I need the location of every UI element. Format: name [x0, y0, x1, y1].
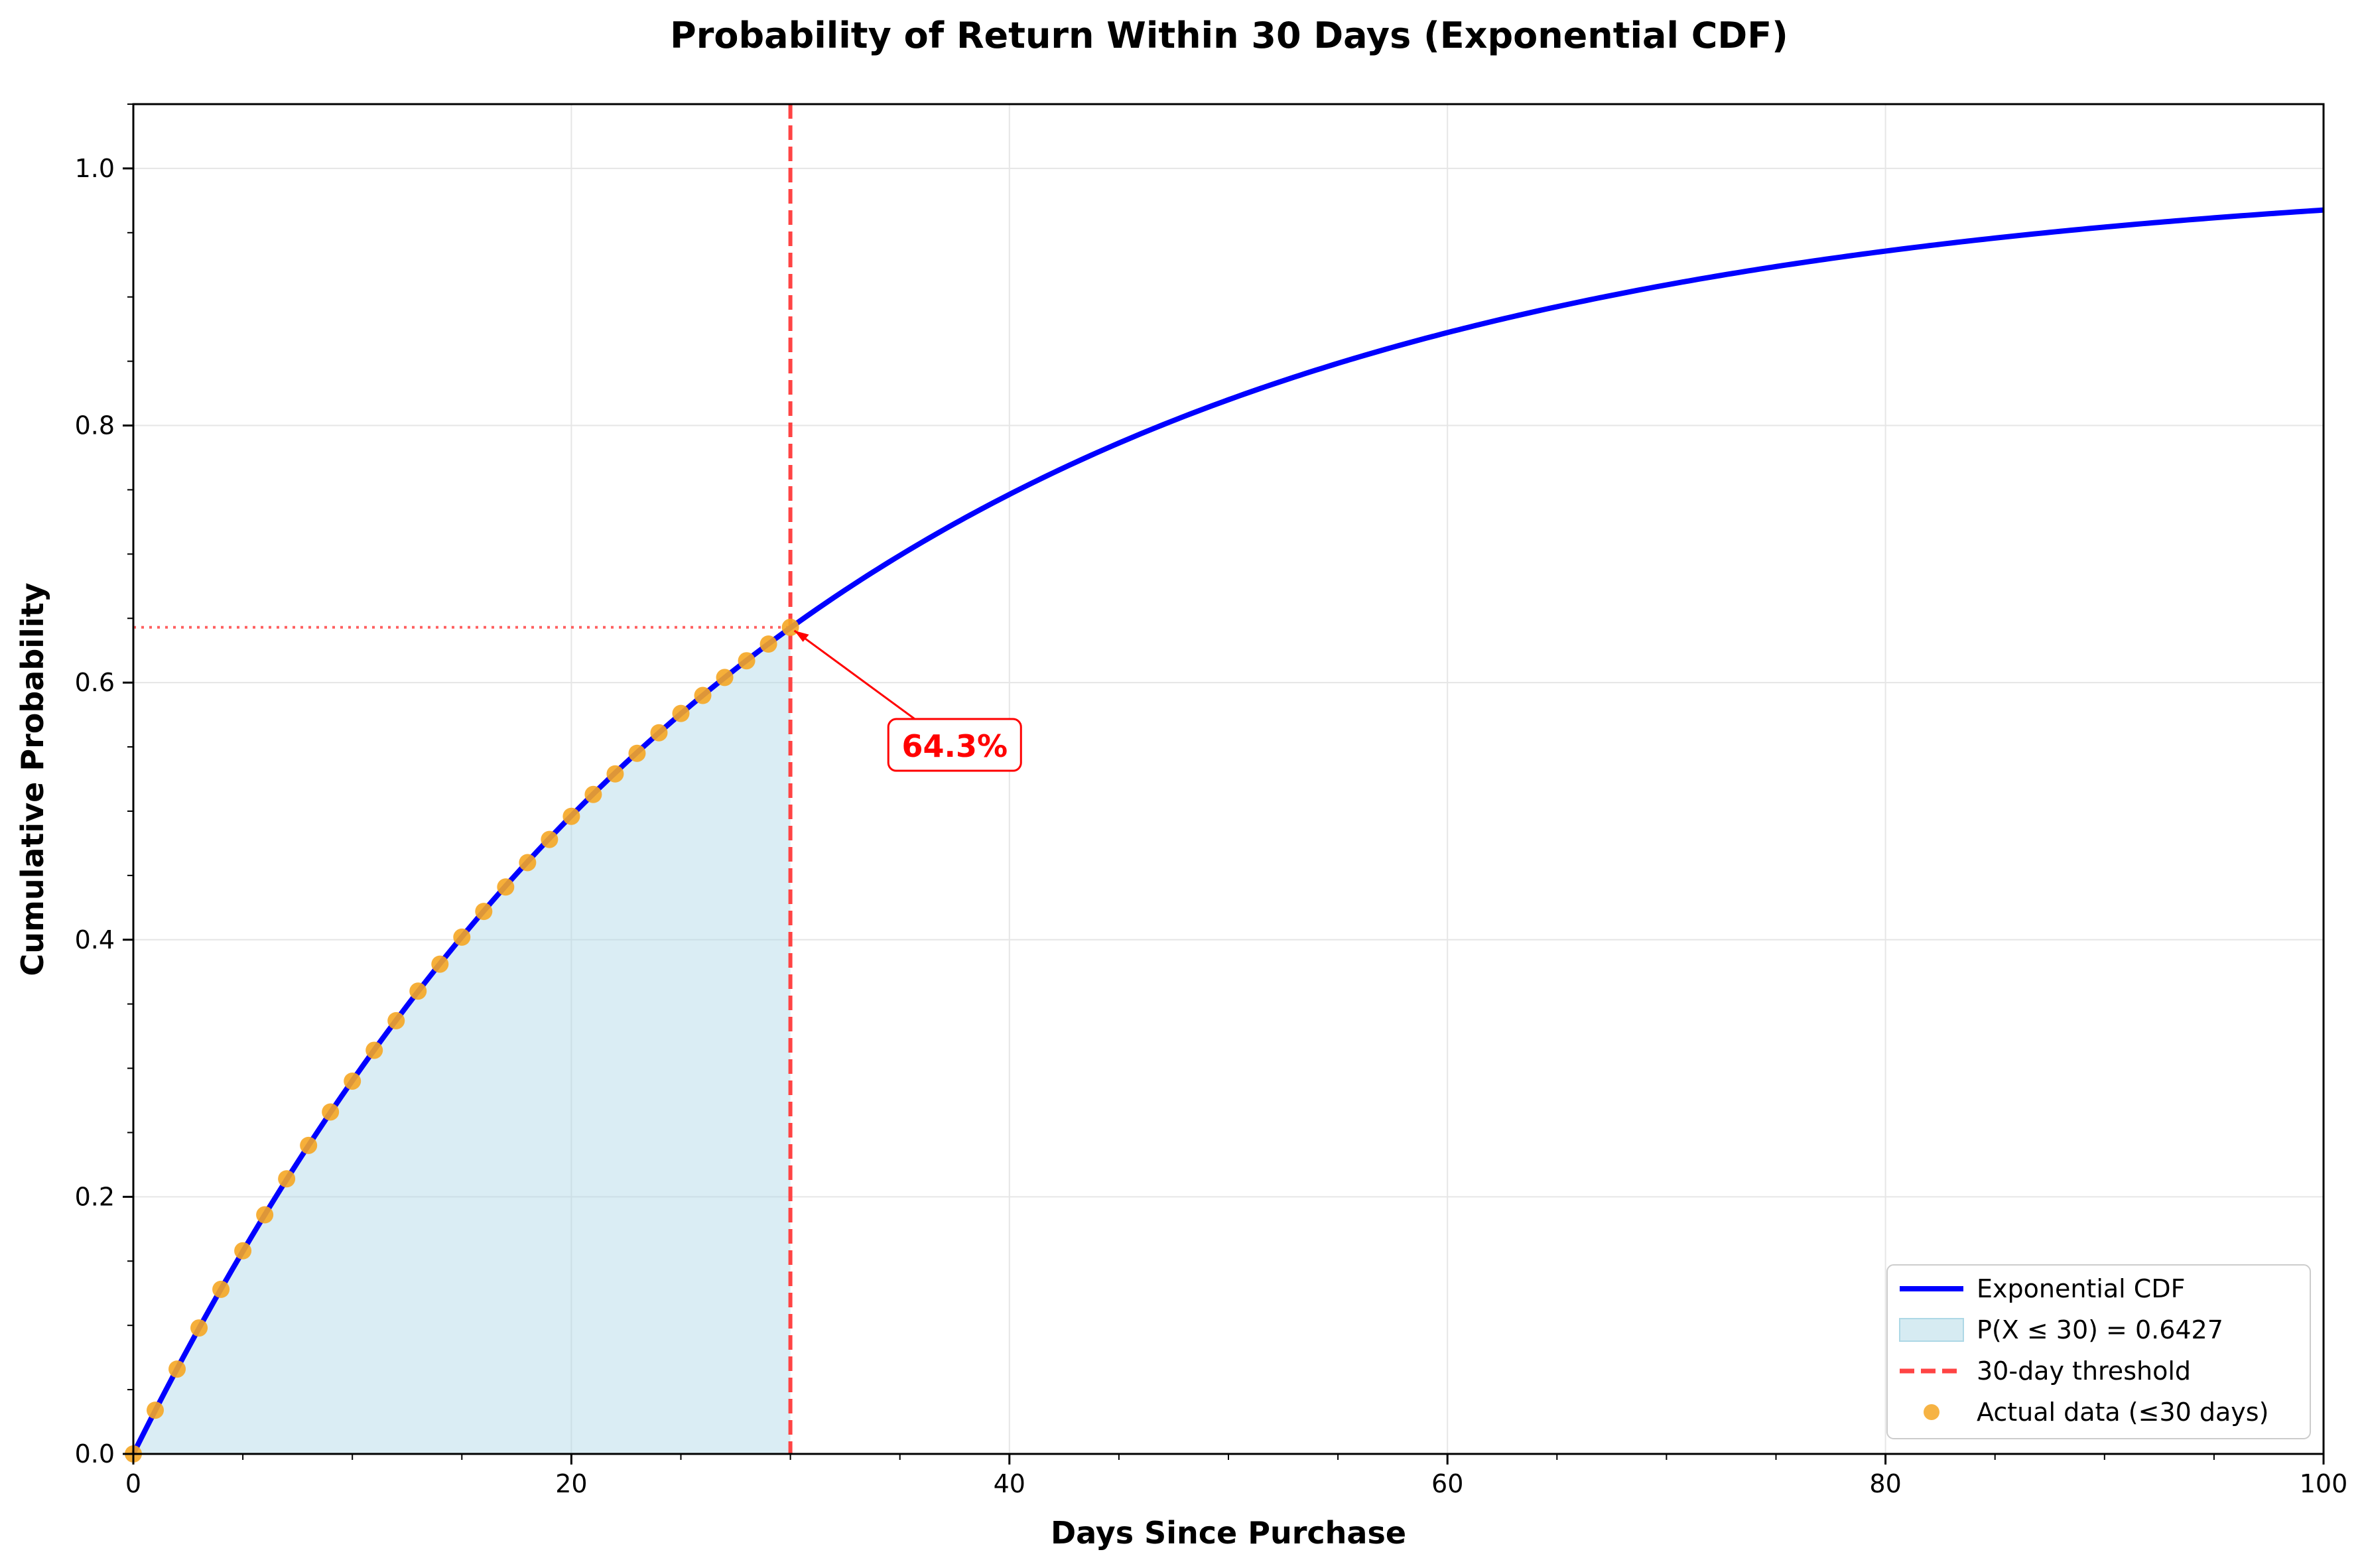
data-point: [344, 1072, 361, 1090]
data-point: [519, 854, 537, 872]
x-ticks: 0 20 40 60 80 100: [125, 1454, 2347, 1498]
cdf-line: [131, 207, 2324, 1455]
legend-label-threshold: 30-day threshold: [1977, 1356, 2191, 1386]
data-point: [475, 903, 493, 921]
data-point: [147, 1402, 164, 1419]
data-point: [409, 982, 427, 1000]
y-tick-label-0: 0.0: [75, 1439, 115, 1469]
annotation-label: 64.3%: [901, 728, 1008, 764]
data-point: [300, 1136, 318, 1154]
x-tick-label-3: 60: [1431, 1469, 1463, 1498]
y-tick-label-1: 0.2: [75, 1182, 115, 1211]
data-point: [562, 807, 580, 825]
area-layer: [133, 627, 791, 1454]
line-layer: [131, 207, 2324, 1455]
legend-label-cdf: Exponential CDF: [1977, 1274, 2185, 1303]
shaded-area: [133, 627, 791, 1454]
legend-swatch-area: [1899, 1318, 1964, 1342]
data-point: [322, 1103, 340, 1121]
data-point: [256, 1206, 274, 1224]
y-tick-label-3: 0.6: [75, 668, 115, 697]
data-point: [628, 744, 646, 762]
y-tick-label-2: 0.4: [75, 925, 115, 954]
data-point: [738, 652, 755, 670]
x-axis-label: Days Since Purchase: [1051, 1515, 1406, 1551]
data-point: [190, 1319, 208, 1337]
data-point: [497, 878, 515, 896]
x-tick-label-4: 80: [1869, 1469, 1901, 1498]
x-tick-label-1: 20: [555, 1469, 587, 1498]
data-point: [694, 686, 712, 704]
x-tick-label-0: 0: [125, 1469, 141, 1498]
data-point: [716, 669, 734, 686]
data-point: [365, 1041, 383, 1059]
annotation-arrowhead: [794, 630, 809, 642]
chart-title: Probability of Return Within 30 Days (Ex…: [670, 15, 1788, 56]
data-point: [759, 635, 777, 653]
data-point: [234, 1242, 252, 1260]
annotation-layer: 64.3%: [793, 629, 1022, 772]
x-tick-label-2: 40: [994, 1469, 1025, 1498]
legend-label-scatter: Actual data (≤30 days): [1977, 1398, 2268, 1427]
reference-lines: [133, 104, 793, 1454]
annotation-arrow: [793, 629, 916, 720]
data-point: [278, 1170, 296, 1188]
legend-label-area: P(X ≤ 30) = 0.6427: [1977, 1315, 2223, 1344]
data-point: [431, 955, 449, 973]
data-point: [387, 1012, 405, 1029]
data-point: [584, 785, 602, 803]
legend-frame: [1886, 1264, 2311, 1439]
y-tick-label-4: 0.8: [75, 411, 115, 440]
data-point: [453, 928, 471, 946]
annotation-box: [887, 718, 1022, 772]
data-point: [650, 724, 668, 742]
legend: Exponential CDF P(X ≤ 30) = 0.6427 30-da…: [1886, 1264, 2311, 1439]
legend-swatch-scatter: [1924, 1404, 1939, 1420]
y-axis-label: Cumulative Probability: [15, 582, 50, 976]
data-point: [541, 830, 558, 848]
y-ticks: 0.0 0.2 0.4 0.6 0.8 1.0: [75, 103, 133, 1469]
data-point: [606, 765, 624, 783]
y-tick-label-5: 1.0: [75, 154, 115, 183]
data-point: [212, 1280, 230, 1298]
x-tick-label-5: 100: [2300, 1469, 2348, 1498]
data-point: [672, 704, 690, 722]
data-point: [168, 1360, 186, 1378]
